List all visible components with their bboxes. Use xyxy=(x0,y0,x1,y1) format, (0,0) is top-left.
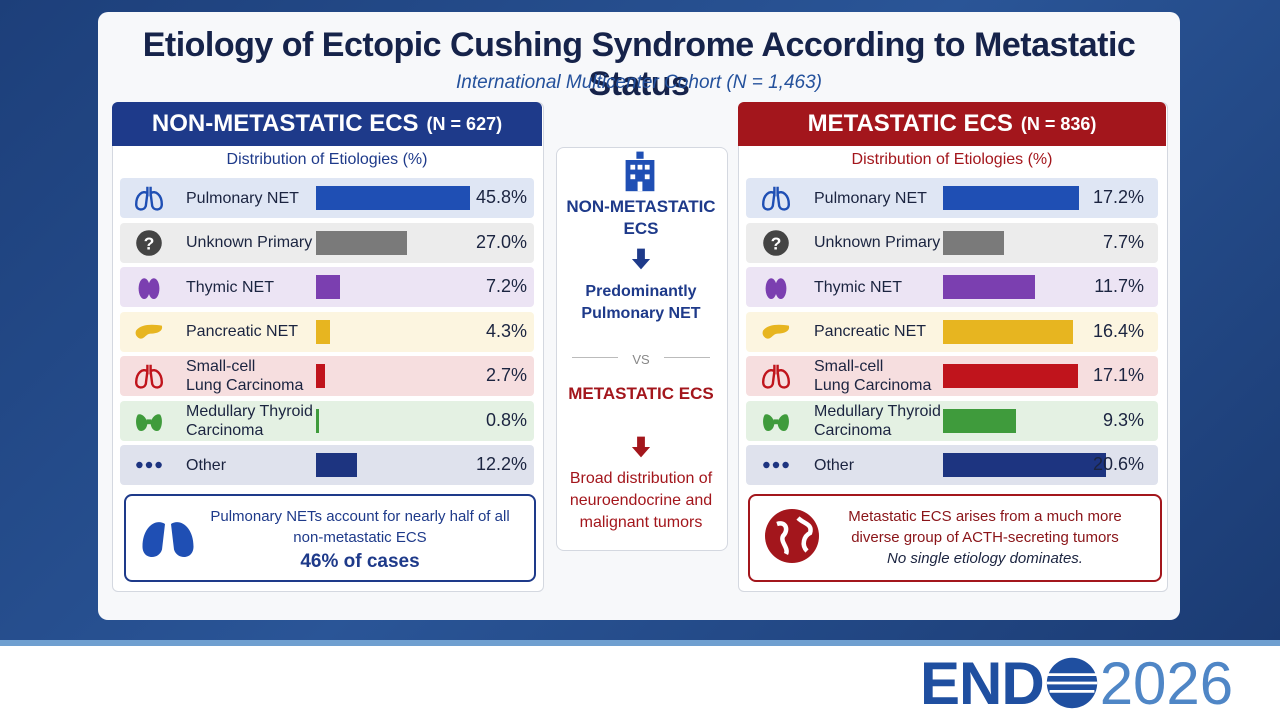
icon xyxy=(631,248,651,270)
icon xyxy=(761,186,791,211)
category-label: Medullary Thyroid Carcinoma xyxy=(186,402,313,439)
category-label: Pancreatic NET xyxy=(814,323,927,340)
panel-n: (N = 836) xyxy=(1020,113,1097,134)
icon xyxy=(762,324,790,339)
panel-n: (N = 627) xyxy=(426,113,503,134)
category-label: Pulmonary NET xyxy=(814,189,927,207)
svg-text:?: ? xyxy=(144,233,155,253)
icon: ? xyxy=(136,229,162,256)
bar xyxy=(316,186,470,210)
icon: ? xyxy=(763,229,789,256)
icon xyxy=(631,436,651,458)
icon xyxy=(138,278,160,299)
logo-year: 2026 xyxy=(1099,649,1234,717)
bar xyxy=(316,319,331,344)
row-background xyxy=(120,356,534,396)
icon xyxy=(134,364,164,389)
subtitle: International Multicenter Cohort (N = 1,… xyxy=(456,72,822,93)
value-label: 7.2% xyxy=(485,276,527,296)
bar xyxy=(316,230,407,255)
bar xyxy=(943,275,1036,299)
value-label: 17.2% xyxy=(1092,187,1144,207)
note-emphasis: 46% of cases xyxy=(300,551,420,572)
value-label: 7.7% xyxy=(1102,231,1144,252)
bar xyxy=(943,408,1017,433)
bar xyxy=(943,186,1079,210)
icon xyxy=(136,413,162,431)
value-label: 20.6% xyxy=(1092,454,1144,474)
value-label: 27.0% xyxy=(475,231,527,252)
value-label: 17.1% xyxy=(1092,365,1144,385)
category-label: Small-cell Lung Carcinoma xyxy=(814,358,932,394)
logo-text: END xyxy=(920,649,1045,717)
note-text: Metastatic ECS arises from a much more d… xyxy=(848,508,1122,546)
panel-header: NON-METASTATIC ECS (N = 627) xyxy=(112,102,542,146)
icon xyxy=(136,461,162,469)
panel-header: METASTATIC ECS (N = 836) xyxy=(738,102,1166,146)
icon xyxy=(761,364,791,389)
title: Etiology of Ectopic Cushing Syndrome Acc… xyxy=(142,26,1136,103)
center-text: METASTATIC ECS xyxy=(568,384,714,403)
center-box xyxy=(556,147,728,551)
value-label: 45.8% xyxy=(475,187,527,207)
value-label: 16.4% xyxy=(1092,320,1144,341)
note-content: Metastatic ECS arises from a much more d… xyxy=(828,506,1142,569)
value-label: 0.8% xyxy=(485,409,527,430)
value-label: 9.3% xyxy=(1102,409,1144,430)
category-label: Pulmonary NET xyxy=(186,189,299,207)
category-label: Other xyxy=(186,456,227,474)
category-label: Thymic NET xyxy=(814,278,902,296)
category-label: Other xyxy=(814,456,855,474)
category-label: Small-cell Lung Carcinoma xyxy=(186,358,304,394)
center-text: Predominantly Pulmonary NET xyxy=(581,283,701,322)
bar xyxy=(943,453,1106,477)
value-label: 4.3% xyxy=(485,320,527,341)
bar xyxy=(316,364,326,388)
icon xyxy=(765,509,819,563)
icon xyxy=(763,461,789,469)
bar xyxy=(943,319,1073,344)
category-label: Medullary Thyroid Carcinoma xyxy=(814,402,941,439)
bar xyxy=(943,364,1079,388)
panel-heading: METASTATIC ECS xyxy=(807,110,1013,137)
svg-text:?: ? xyxy=(771,233,782,253)
bar xyxy=(943,230,1004,255)
note-emphasis: No single etiology dominates. xyxy=(887,550,1083,567)
divider xyxy=(664,357,710,358)
center-text: VS xyxy=(632,352,650,367)
center-text: Broad distribution of neuroendocrine and… xyxy=(569,470,713,531)
divider xyxy=(572,357,618,358)
icon xyxy=(1046,657,1097,709)
value-label: 2.7% xyxy=(485,365,527,385)
note-text: Pulmonary NETs account for nearly half o… xyxy=(210,508,510,546)
category-label: Unknown Primary xyxy=(186,234,313,251)
category-label: Pancreatic NET xyxy=(186,323,299,340)
icon xyxy=(763,413,789,431)
footer-stripe xyxy=(0,640,1280,646)
category-label: Unknown Primary xyxy=(814,234,941,251)
icon xyxy=(135,324,163,339)
chart-title: Distribution of Etiologies (%) xyxy=(226,151,428,168)
value-label: 11.7% xyxy=(1094,276,1144,296)
category-label: Thymic NET xyxy=(186,278,274,296)
bar xyxy=(316,275,341,299)
bar xyxy=(316,453,357,477)
center-text: NON-METASTATIC ECS xyxy=(566,197,716,238)
bar xyxy=(316,408,319,433)
icon xyxy=(142,512,194,558)
icon xyxy=(134,186,164,211)
icon xyxy=(625,151,655,192)
logo: END 2026 xyxy=(920,648,1233,718)
note-box xyxy=(124,494,536,582)
note-content: Pulmonary NETs account for nearly half o… xyxy=(204,506,516,572)
chart-title: Distribution of Etiologies (%) xyxy=(851,151,1053,168)
icon xyxy=(765,278,787,299)
row-background xyxy=(120,400,534,441)
value-label: 12.2% xyxy=(475,454,527,474)
panel-heading: NON-METASTATIC ECS xyxy=(151,110,419,137)
